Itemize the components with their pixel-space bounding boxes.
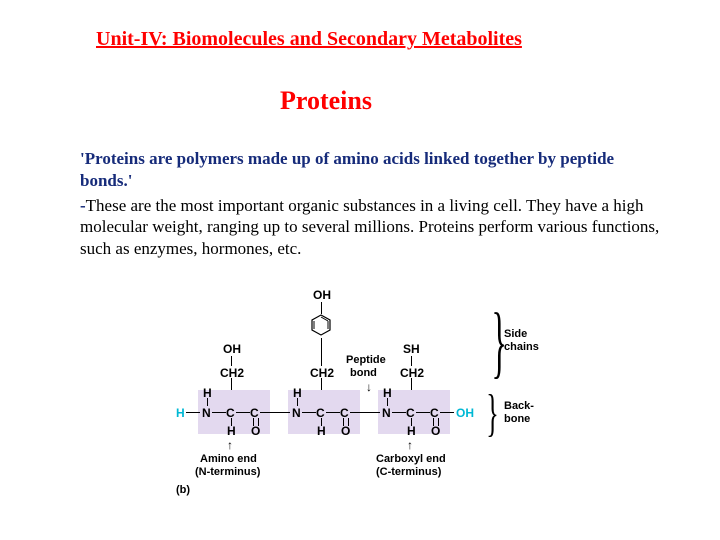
bond (212, 412, 226, 413)
protein-definition: 'Proteins are polymers made up of amino … (80, 148, 640, 192)
atom-o: O (341, 424, 350, 438)
bond (416, 412, 430, 413)
brace-backbone: } (486, 388, 498, 440)
bond (411, 356, 412, 366)
bond (231, 356, 232, 366)
atom-h: H (317, 424, 326, 438)
atom-o: O (251, 424, 260, 438)
atom-sh: SH (403, 342, 420, 356)
terminal-h: H (176, 406, 185, 420)
atom-n: N (382, 406, 391, 420)
bond (350, 412, 380, 413)
unit-heading: Unit-IV: Biomolecules and Secondary Meta… (96, 28, 522, 51)
arrow-up-icon: ↑ (407, 438, 413, 452)
bond (302, 412, 316, 413)
panel-label: (b) (176, 484, 190, 496)
amino-end-label: Amino end (200, 453, 257, 465)
peptide-bond-label: Peptide (346, 354, 386, 366)
side-chains-label: Side (504, 328, 527, 340)
arrow-up-icon: ↑ (227, 438, 233, 452)
bond (297, 398, 298, 406)
atom-h: H (407, 424, 416, 438)
body-content: These are the most important organic sub… (80, 196, 659, 258)
bond (321, 338, 322, 366)
atom-o: O (431, 424, 440, 438)
bond (186, 412, 200, 413)
atom-ch2: CH2 (310, 366, 334, 380)
backbone-label: Back- (504, 400, 534, 412)
terminal-oh: OH (456, 406, 474, 420)
atom-n: N (202, 406, 211, 420)
benzene-ring (311, 314, 331, 336)
arrow-down-icon: ↓ (366, 380, 372, 394)
backbone-label2: bone (504, 413, 530, 425)
atom-n: N (292, 406, 301, 420)
side-chains-label2: chains (504, 341, 539, 353)
peptide-diagram: H H N C C H O H N C C H O H N C C H O OH… (170, 278, 600, 498)
bond (326, 412, 340, 413)
page-subheading: Proteins (280, 86, 372, 116)
carboxyl-end-label2: (C-terminus) (376, 466, 441, 478)
bond (440, 412, 454, 413)
peptide-bond-label2: bond (350, 367, 377, 379)
atom-ch2: CH2 (400, 366, 424, 380)
bond (321, 302, 322, 314)
carboxyl-end-label: Carboxyl end (376, 453, 446, 465)
atom-oh: OH (313, 288, 331, 302)
bond (260, 412, 290, 413)
bond (236, 412, 250, 413)
bond (387, 398, 388, 406)
atom-ch2: CH2 (220, 366, 244, 380)
bond (392, 412, 406, 413)
amino-end-label2: (N-terminus) (195, 466, 260, 478)
atom-oh: OH (223, 342, 241, 356)
body-text: -These are the most important organic su… (80, 195, 660, 259)
bond (207, 398, 208, 406)
atom-h: H (227, 424, 236, 438)
